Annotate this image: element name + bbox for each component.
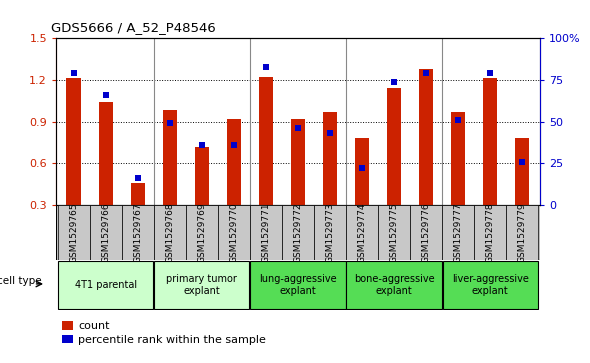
- Bar: [282, 205, 314, 260]
- Bar: [130, 183, 145, 205]
- Text: GDS5666 / A_52_P48546: GDS5666 / A_52_P48546: [51, 21, 216, 34]
- Bar: [419, 69, 433, 205]
- Legend: count, percentile rank within the sample: count, percentile rank within the sample: [61, 321, 266, 345]
- Bar: [154, 261, 250, 309]
- Bar: [314, 205, 346, 260]
- Text: GSM1529766: GSM1529766: [101, 202, 110, 263]
- Bar: [58, 261, 153, 309]
- Bar: [56, 205, 540, 260]
- Bar: [67, 78, 81, 205]
- Point: [358, 166, 367, 171]
- Text: 4T1 parental: 4T1 parental: [75, 280, 137, 290]
- Point: [517, 159, 527, 164]
- Point: [293, 125, 303, 131]
- Text: GSM1529770: GSM1529770: [230, 202, 238, 263]
- Bar: [122, 205, 154, 260]
- Point: [325, 130, 335, 136]
- Bar: [195, 147, 209, 205]
- Bar: [163, 110, 177, 205]
- Bar: [451, 112, 466, 205]
- Bar: [387, 88, 401, 205]
- Text: GSM1529771: GSM1529771: [261, 202, 270, 263]
- Text: liver-aggressive
explant: liver-aggressive explant: [452, 274, 529, 296]
- Bar: [227, 119, 241, 205]
- Bar: [442, 205, 474, 260]
- Point: [454, 117, 463, 123]
- Text: GSM1529769: GSM1529769: [197, 202, 206, 263]
- Text: GSM1529767: GSM1529767: [133, 202, 142, 263]
- Text: bone-aggressive
explant: bone-aggressive explant: [354, 274, 434, 296]
- Text: cell type: cell type: [0, 276, 42, 286]
- Text: GSM1529773: GSM1529773: [326, 202, 335, 263]
- Bar: [506, 205, 538, 260]
- Point: [389, 79, 399, 85]
- Bar: [90, 205, 122, 260]
- Bar: [410, 205, 442, 260]
- Point: [229, 142, 238, 148]
- Bar: [355, 138, 369, 205]
- Point: [261, 64, 271, 69]
- Point: [69, 70, 78, 76]
- Point: [197, 142, 206, 148]
- Point: [133, 175, 142, 181]
- Point: [165, 121, 175, 126]
- Bar: [323, 112, 337, 205]
- Text: GSM1529765: GSM1529765: [69, 202, 78, 263]
- Point: [101, 92, 110, 98]
- Bar: [378, 205, 410, 260]
- Bar: [346, 261, 442, 309]
- Bar: [154, 205, 186, 260]
- Bar: [250, 261, 346, 309]
- Bar: [58, 205, 90, 260]
- Bar: [218, 205, 250, 260]
- Text: GSM1529777: GSM1529777: [454, 202, 463, 263]
- Bar: [250, 205, 282, 260]
- Text: GSM1529779: GSM1529779: [518, 202, 527, 263]
- Bar: [483, 78, 497, 205]
- Bar: [474, 205, 506, 260]
- Point: [421, 70, 431, 76]
- Text: GSM1529772: GSM1529772: [293, 202, 303, 262]
- Bar: [291, 119, 305, 205]
- Bar: [186, 205, 218, 260]
- Text: lung-aggressive
explant: lung-aggressive explant: [259, 274, 337, 296]
- Text: GSM1529775: GSM1529775: [389, 202, 399, 263]
- Bar: [346, 205, 378, 260]
- Bar: [99, 102, 113, 205]
- Text: GSM1529768: GSM1529768: [165, 202, 174, 263]
- Text: GSM1529776: GSM1529776: [422, 202, 431, 263]
- Point: [486, 70, 495, 76]
- Text: GSM1529774: GSM1529774: [358, 202, 366, 262]
- Bar: [442, 261, 537, 309]
- Bar: [258, 77, 273, 205]
- Text: GSM1529778: GSM1529778: [486, 202, 494, 263]
- Bar: [515, 138, 529, 205]
- Text: primary tumor
explant: primary tumor explant: [166, 274, 237, 296]
